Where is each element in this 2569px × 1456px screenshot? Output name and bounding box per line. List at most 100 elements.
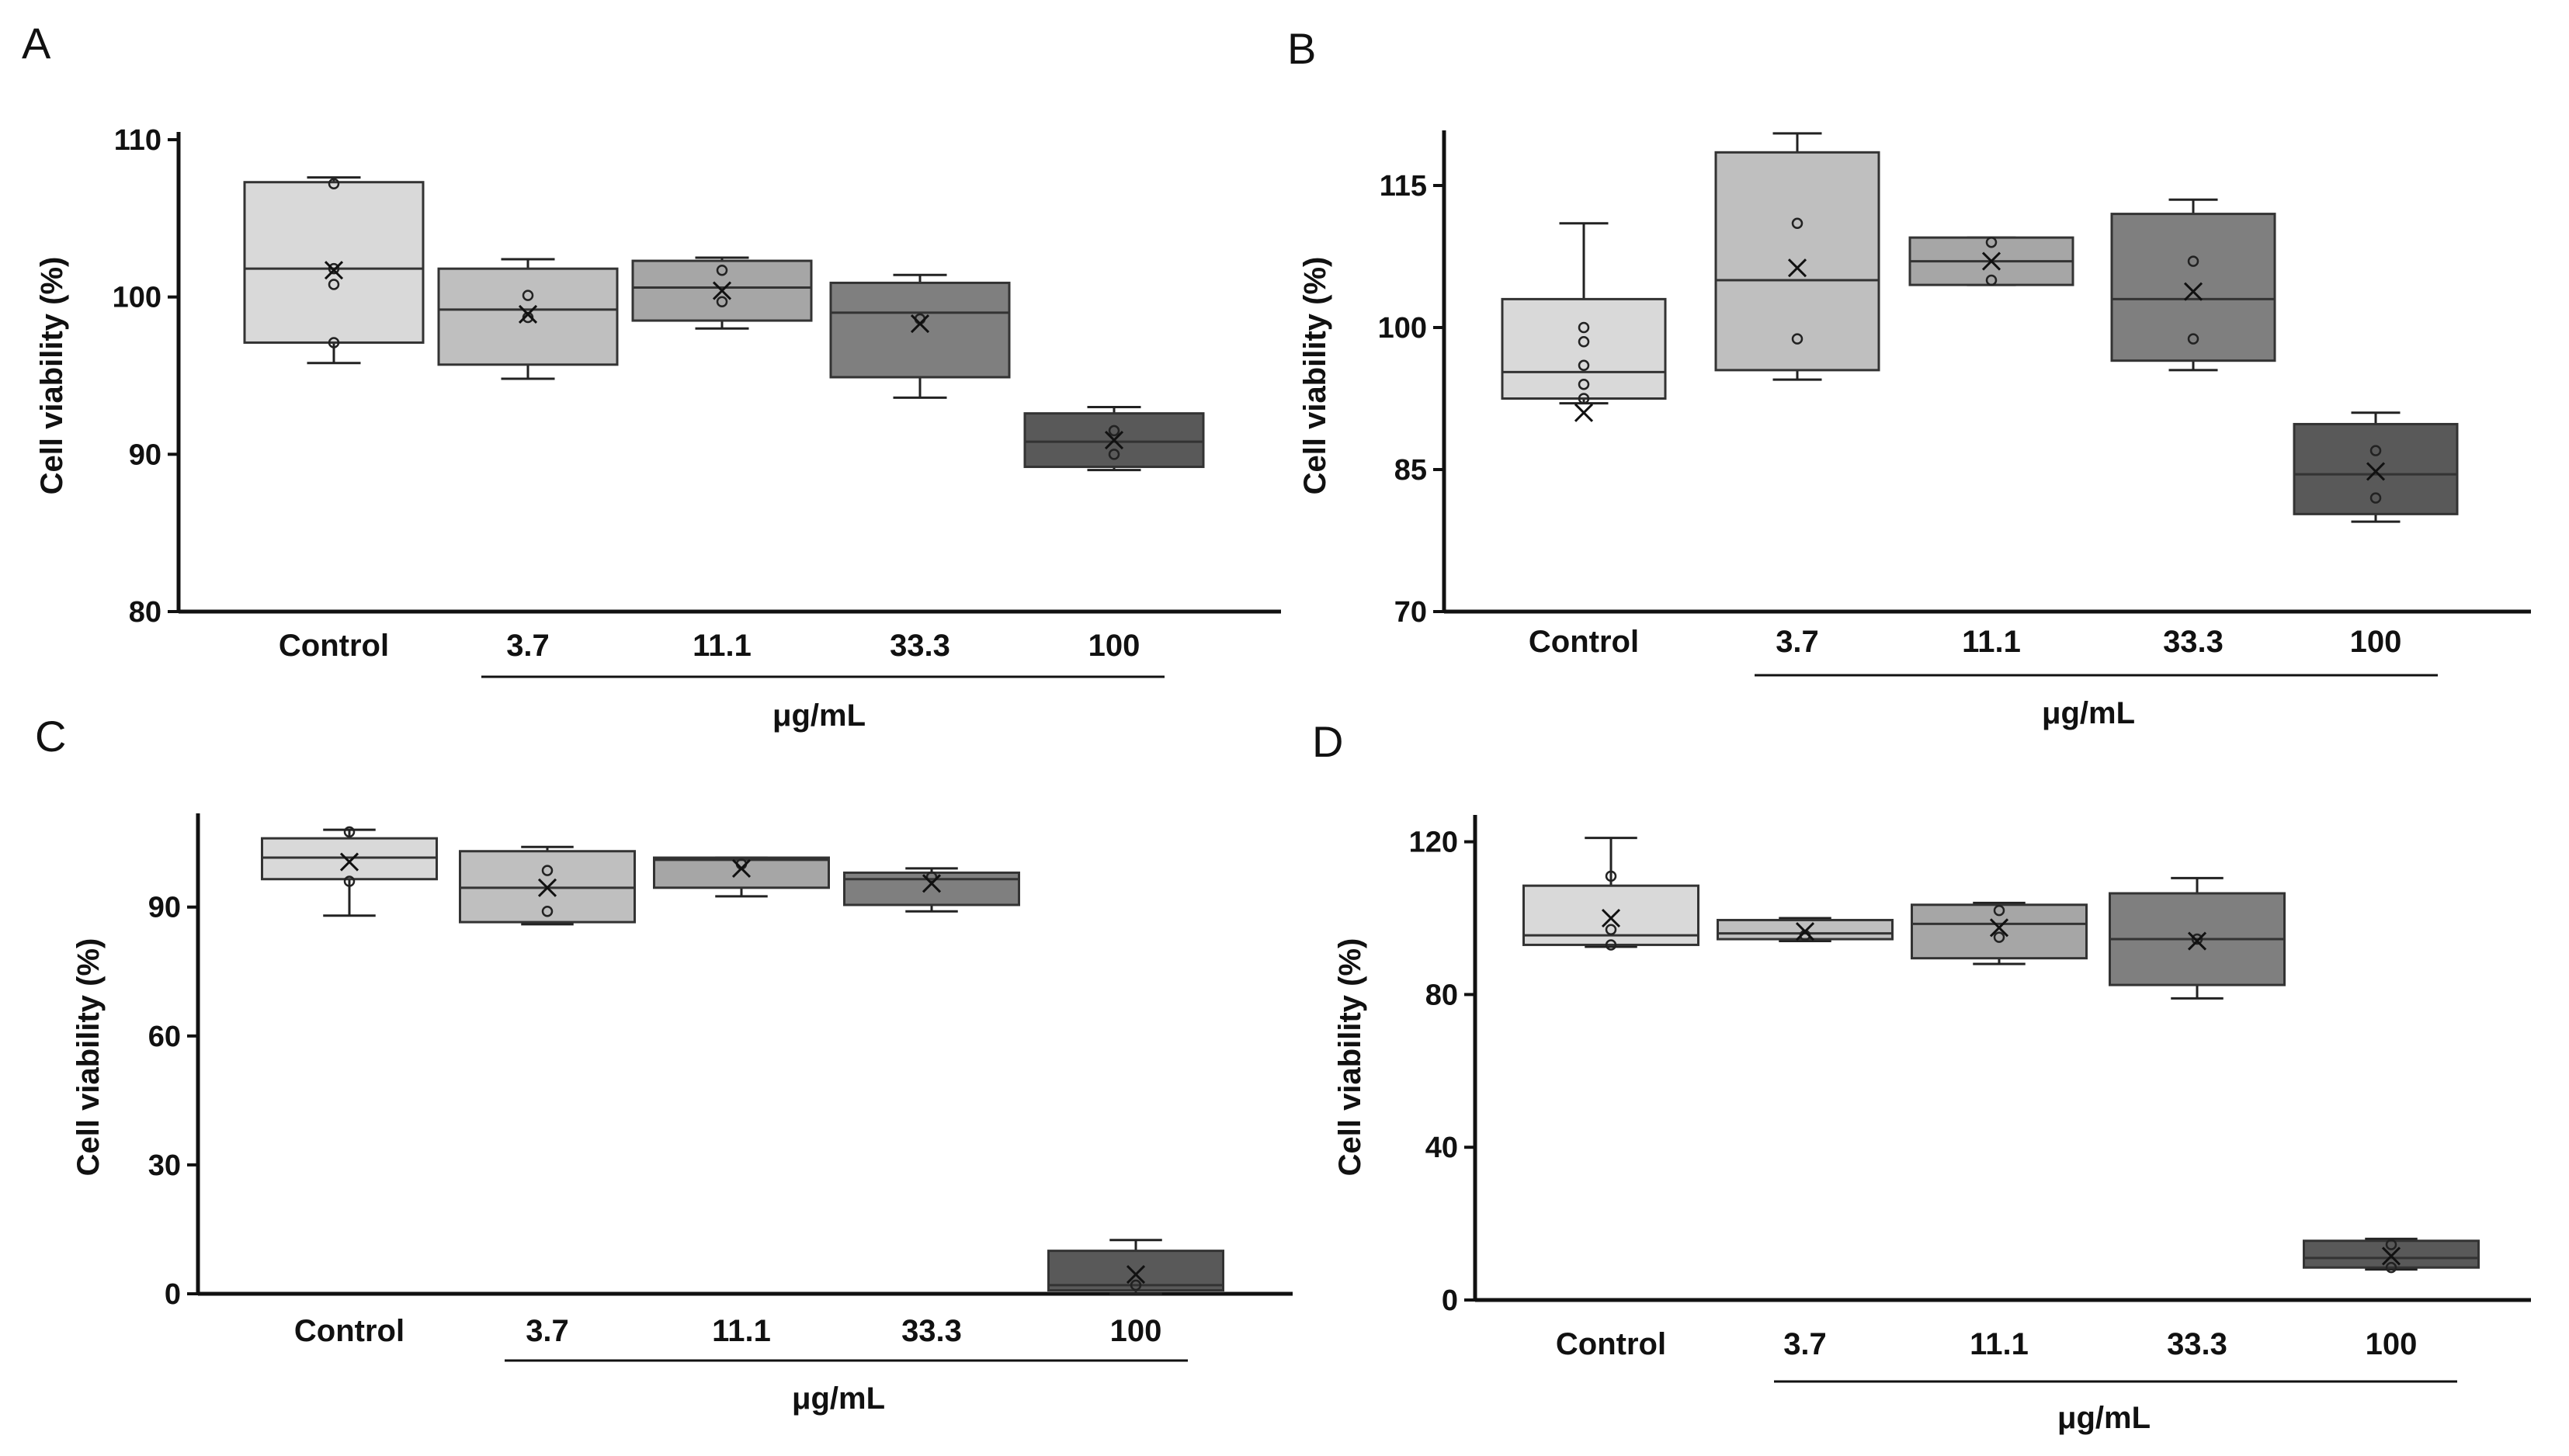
data-point: [2191, 933, 2203, 945]
y-tick-label: 85: [1394, 454, 1427, 487]
x-unit-label: μg/mL: [2042, 696, 2135, 730]
mean-marker: [1795, 922, 1815, 941]
box-100: [1047, 1239, 1224, 1295]
x-category-label: 11.1: [1970, 1327, 2029, 1361]
data-point: [522, 289, 534, 301]
y-tick-label: 90: [129, 439, 161, 471]
x-unit-label: μg/mL: [792, 1381, 885, 1416]
y-tick-label: 100: [113, 282, 161, 314]
box-body: [1714, 151, 1880, 372]
y-tick-label: 120: [1409, 827, 1458, 859]
mean-marker: [922, 874, 942, 893]
x-category-label: 100: [2350, 625, 2402, 659]
box-100: [1023, 406, 1205, 472]
data-point: [328, 337, 340, 348]
box-body: [2303, 1239, 2480, 1269]
data-point: [2187, 255, 2199, 267]
data-point: [1578, 336, 1590, 348]
y-tick-label: 115: [1380, 170, 1427, 203]
data-point: [1993, 931, 2005, 943]
mean-marker: [2183, 282, 2203, 301]
box-Control: [1501, 222, 1667, 422]
box-Control: [1522, 837, 1699, 951]
y-tick-label: 60: [148, 1021, 181, 1053]
mean-marker: [1126, 1265, 1146, 1284]
panel-a: A 80 90 100 110 Cell viability (%) Control 3.7 1…: [22, 19, 1281, 733]
x-category-label: 3.7: [1783, 1327, 1827, 1361]
data-point: [2385, 1261, 2397, 1274]
data-point: [2187, 333, 2199, 345]
data-point: [1578, 378, 1590, 390]
x-category-label: 33.3: [2163, 625, 2224, 659]
x-category-label: Control: [1529, 625, 1639, 659]
x-category-label: 33.3: [2167, 1327, 2227, 1361]
data-point: [1993, 904, 2005, 917]
x-category-label: 11.1: [712, 1314, 771, 1348]
mean-marker: [910, 314, 930, 334]
data-point: [541, 906, 554, 917]
box-33-3: [843, 867, 1020, 913]
data-point: [541, 865, 554, 876]
y-tick-label: 100: [1378, 312, 1427, 345]
data-point: [1605, 870, 1617, 882]
box-body: [843, 871, 1020, 907]
panel-letter: B: [1287, 24, 1316, 73]
data-point: [2369, 492, 2382, 504]
x-category-label: 100: [1088, 629, 1140, 663]
mean-marker: [339, 852, 359, 872]
box-body: [1501, 297, 1667, 400]
mean-marker: [1574, 403, 1594, 422]
box-body: [2110, 213, 2276, 362]
data-point: [1791, 333, 1804, 345]
x-category-label: 33.3: [901, 1314, 962, 1348]
mean-marker: [2381, 1246, 2401, 1266]
box-Control: [261, 826, 438, 917]
x-category-label: Control: [294, 1314, 404, 1348]
box-3-7: [437, 258, 619, 380]
data-point: [1578, 321, 1590, 334]
data-point: [1130, 1279, 1142, 1291]
x-category-label: 11.1: [1962, 625, 2021, 659]
box-100: [2303, 1237, 2480, 1274]
y-tick-label: 30: [148, 1149, 181, 1182]
mean-marker: [731, 858, 752, 878]
panel-b: B 70 85 100 115 Cell viability (%) Control 3.7 1…: [1287, 24, 2531, 730]
box-33-3: [2109, 876, 2286, 1000]
y-tick-label: 70: [1394, 596, 1427, 629]
box-33-3: [829, 273, 1011, 399]
box-11-1: [631, 256, 813, 330]
mean-marker: [2366, 462, 2386, 481]
y-tick-label: 110: [114, 124, 161, 157]
x-category-label: Control: [1556, 1327, 1666, 1361]
box-11-1: [1911, 901, 2088, 965]
data-point: [1578, 359, 1590, 372]
panel-letter: D: [1312, 717, 1343, 766]
mean-marker: [1787, 258, 1807, 278]
data-point: [1605, 939, 1617, 951]
box-body: [829, 281, 1011, 379]
box-body: [243, 181, 425, 344]
x-category-label: 11.1: [693, 629, 752, 663]
x-unit-label: μg/mL: [2057, 1401, 2151, 1435]
data-point: [343, 826, 356, 838]
data-point: [328, 279, 340, 290]
y-tick-label: 80: [129, 596, 161, 629]
x-category-label: 100: [2366, 1327, 2418, 1361]
box-body: [1047, 1250, 1224, 1292]
mean-marker: [537, 878, 557, 897]
box-Control: [243, 176, 425, 365]
box-3-7: [1714, 132, 1880, 381]
y-axis-title: Cell viability (%): [1298, 257, 1332, 495]
mean-marker: [1989, 918, 2009, 938]
data-point: [1985, 236, 1998, 248]
box-body: [653, 856, 830, 889]
mean-marker: [518, 304, 538, 324]
box-3-7: [1717, 917, 1894, 943]
data-point: [2385, 1239, 2397, 1250]
y-tick-label: 80: [1425, 979, 1458, 1011]
x-category-label: 100: [1110, 1314, 1162, 1348]
x-category-label: 3.7: [526, 1314, 569, 1348]
data-point: [1985, 274, 1998, 286]
y-axis-title: Cell viability (%): [35, 257, 69, 495]
